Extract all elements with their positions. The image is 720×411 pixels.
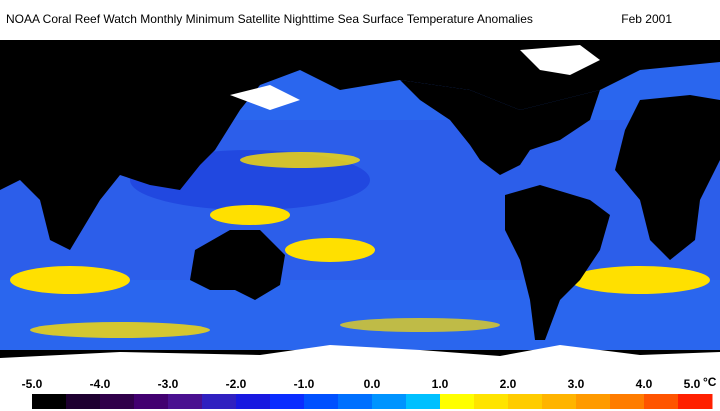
color-swatch bbox=[644, 394, 679, 409]
tick-label: 2.0 bbox=[500, 377, 517, 391]
warm-patch bbox=[570, 266, 710, 294]
warm-patch bbox=[340, 318, 500, 332]
color-swatch bbox=[32, 394, 67, 409]
sea-ice bbox=[0, 345, 720, 370]
color-swatch bbox=[236, 394, 271, 409]
tick-label: -1.0 bbox=[294, 377, 315, 391]
color-swatch bbox=[100, 394, 135, 409]
africa bbox=[615, 95, 720, 260]
color-swatch bbox=[508, 394, 543, 409]
color-swatch bbox=[202, 394, 237, 409]
tick-label: 5.0 bbox=[684, 377, 701, 391]
tick-label: 4.0 bbox=[636, 377, 653, 391]
warm-patch bbox=[240, 152, 360, 168]
northern-land bbox=[0, 40, 720, 250]
australia bbox=[190, 230, 285, 300]
sea-ice bbox=[230, 85, 300, 110]
date: Feb 2001 bbox=[621, 12, 672, 26]
color-swatch bbox=[474, 394, 509, 409]
map bbox=[0, 40, 720, 370]
color-swatch bbox=[66, 394, 101, 409]
tick-label: -4.0 bbox=[90, 377, 111, 391]
tick-label: -5.0 bbox=[22, 377, 43, 391]
color-swatch bbox=[406, 394, 441, 409]
tick-label: 0.0 bbox=[364, 377, 381, 391]
tick-label: -3.0 bbox=[158, 377, 179, 391]
color-swatch bbox=[304, 394, 339, 409]
sea-ice bbox=[520, 45, 600, 75]
warm-patch bbox=[285, 238, 375, 262]
warm-patch bbox=[10, 266, 130, 294]
color-swatch bbox=[610, 394, 645, 409]
color-swatch bbox=[168, 394, 203, 409]
title: NOAA Coral Reef Watch Monthly Minimum Sa… bbox=[6, 12, 533, 26]
color-swatch bbox=[576, 394, 611, 409]
color-swatch bbox=[270, 394, 305, 409]
north-america bbox=[400, 80, 600, 175]
tick-label: 1.0 bbox=[432, 377, 449, 391]
tick-label: 3.0 bbox=[568, 377, 585, 391]
color-swatch bbox=[542, 394, 577, 409]
south-america bbox=[505, 185, 610, 340]
warm-patch bbox=[30, 322, 210, 338]
color-swatch bbox=[372, 394, 407, 409]
unit-label: °C bbox=[703, 375, 717, 389]
warm-patch bbox=[210, 205, 290, 225]
color-swatch bbox=[338, 394, 373, 409]
color-swatch bbox=[678, 394, 713, 409]
color-swatch bbox=[440, 394, 475, 409]
color-swatch bbox=[134, 394, 169, 409]
tick-label: -2.0 bbox=[226, 377, 247, 391]
